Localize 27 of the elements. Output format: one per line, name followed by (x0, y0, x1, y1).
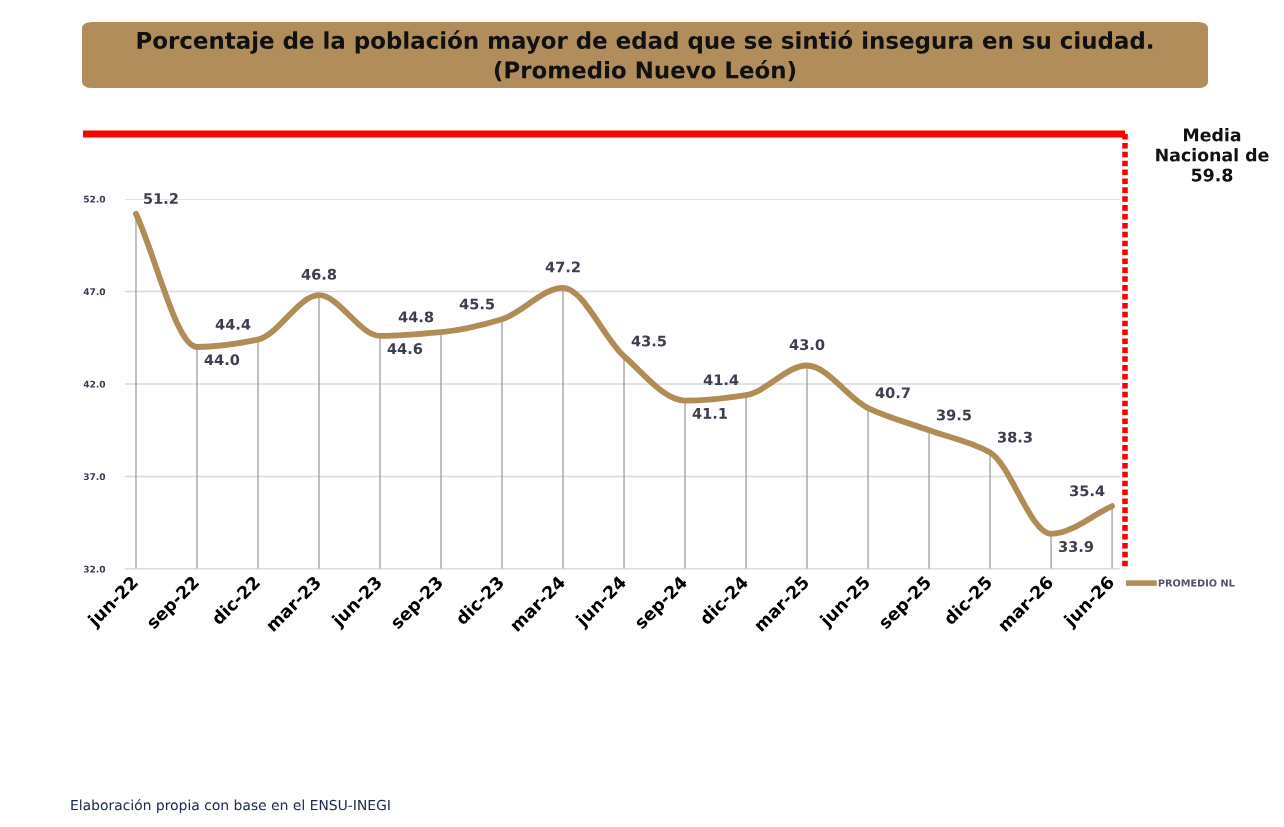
data-label: 41.4 (703, 374, 739, 386)
legend-label: PROMEDIO NL (1158, 579, 1235, 587)
data-label: 51.2 (144, 193, 178, 205)
y-tick-label: 52.0 (83, 195, 106, 203)
y-tick-label: 32.0 (83, 565, 106, 573)
y-tick-label: 42.0 (83, 380, 106, 388)
data-label: 46.8 (301, 268, 337, 280)
data-label: 41.1 (692, 408, 727, 419)
data-label: 43.0 (789, 339, 825, 351)
text: Elaboración propia con base en el ENSU-INEGI (71, 799, 390, 813)
chart-subtitle: (Promedio Nuevo León) (494, 59, 796, 82)
data-label: 44.0 (204, 354, 240, 366)
data-label: 47.2 (545, 261, 580, 273)
data-label: 45.5 (459, 298, 495, 310)
data-label: 43.5 (631, 335, 666, 347)
data-label: 44.4 (215, 318, 251, 330)
data-label: 33.9 (1058, 541, 1094, 553)
data-label: 40.7 (875, 387, 910, 399)
y-tick-label: 47.0 (83, 288, 106, 296)
data-label: 44.6 (387, 343, 423, 355)
y-tick-label: 37.0 (83, 473, 106, 481)
data-label: 38.3 (997, 431, 1032, 443)
chart-title: Porcentaje de la población mayor de edad que se sintió insegura en su ciudad. (137, 30, 1153, 54)
data-label: 44.8 (398, 311, 434, 323)
data-label: 35.4 (1070, 485, 1105, 497)
text: Media Nacional de 59.8 (1156, 128, 1269, 182)
data-label: 39.5 (936, 409, 971, 421)
